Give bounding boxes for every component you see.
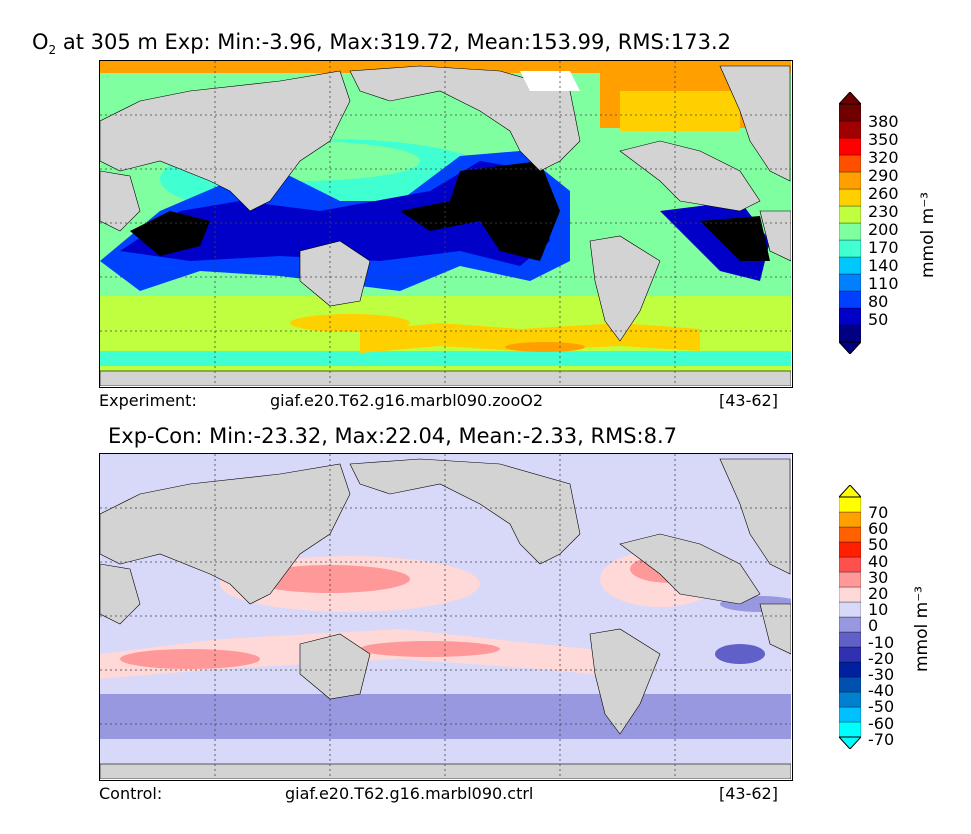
top-colorbar-color-cell xyxy=(839,103,861,122)
bottom-tick: 50 xyxy=(868,535,889,555)
top-colorbar-color-cell xyxy=(839,188,861,207)
bottom-tick: 60 xyxy=(868,519,889,539)
top-footer-center: giaf.e20.T62.g16.marbl090.zooO2 xyxy=(270,391,544,410)
bottom-colorbar-color-cell xyxy=(839,691,861,708)
bottom-tick: -40 xyxy=(868,681,895,701)
bottom-colorbar-color-cell xyxy=(839,601,861,618)
bottom-tick: 70 xyxy=(868,503,889,522)
bottom-tick: -70 xyxy=(868,729,895,749)
bottom-tick: 10 xyxy=(868,600,889,620)
title-subscript: 2 xyxy=(48,43,57,58)
bottom-colorbar-color-cell xyxy=(839,646,861,663)
bottom-colorbar-color-cell xyxy=(839,631,861,648)
top-tick: 110 xyxy=(868,274,899,293)
bottom-panel-title: Exp-Con: Min:-23.32, Max:22.04, Mean:-2.… xyxy=(108,424,678,448)
top-tick: 50 xyxy=(868,310,889,329)
top-colorbar-color-cell xyxy=(839,137,861,156)
bottom-footer-right: [43-62] xyxy=(719,784,778,803)
bottom-colorbar-color-cell xyxy=(839,511,861,528)
bottom-colorbar-max-arrow xyxy=(839,485,861,498)
bottom-tick: -30 xyxy=(868,665,895,685)
bottom-colorbar-min-arrow xyxy=(839,736,861,749)
top-tick: 350 xyxy=(868,130,899,149)
title-o-symbol: O xyxy=(32,30,49,54)
bottom-colorbar-color-cell xyxy=(839,526,861,543)
top-tick: 200 xyxy=(868,220,899,239)
bottom-colorbar-color-cell xyxy=(839,496,861,513)
bottom-colorbar-ticks: 70 60 50 40 30 20 10 0 -10 -20 -30 -40 -… xyxy=(868,503,895,749)
bottom-tick: 20 xyxy=(868,584,889,604)
top-colorbar-color-cell xyxy=(839,324,861,343)
bottom-tick: -10 xyxy=(868,632,895,652)
top-tick: 140 xyxy=(868,256,899,275)
bottom-colorbar-color-cell xyxy=(839,661,861,678)
bottom-colorbar-color-cell xyxy=(839,571,861,588)
bottom-tick: 30 xyxy=(868,567,889,587)
top-tick: 320 xyxy=(868,148,899,167)
bottom-colorbar-color-cell xyxy=(839,676,861,693)
bottom-tick: -20 xyxy=(868,648,895,668)
top-tick: 230 xyxy=(868,202,899,221)
top-tick: 380 xyxy=(868,112,899,131)
title-stats: at 305 m Exp: Min:-3.96, Max:319.72, Mea… xyxy=(56,30,731,54)
bottom-tick: 40 xyxy=(868,551,889,571)
top-colorbar-color-cell xyxy=(839,154,861,173)
top-colorbar-color-cell xyxy=(839,256,861,275)
top-colorbar-min-arrow xyxy=(839,341,861,354)
top-footer-left: Experiment: xyxy=(99,391,197,410)
bottom-colorbar-color-cell xyxy=(839,706,861,723)
bottom-colorbar-color-cell xyxy=(839,541,861,558)
bottom-colorbar-color-cell xyxy=(839,586,861,603)
top-colorbar-ticks: 380 350 320 290 260 230 200 170 140 110 … xyxy=(868,113,899,329)
top-tick: 290 xyxy=(868,166,899,185)
top-colorbar-color-cell xyxy=(839,205,861,224)
bottom-map-plot xyxy=(99,453,793,781)
top-colorbar-color-cell xyxy=(839,307,861,326)
top-colorbar xyxy=(839,92,861,354)
top-colorbar-color-cell xyxy=(839,120,861,139)
bottom-colorbar-unit: mmol m⁻³ xyxy=(912,586,932,672)
bottom-colorbar xyxy=(839,485,861,749)
top-panel-title: O2 at 305 m Exp: Min:-3.96, Max:319.72, … xyxy=(32,30,731,57)
bottom-footer-left: Control: xyxy=(99,784,163,803)
top-map-plot xyxy=(99,60,793,388)
top-colorbar-max-arrow xyxy=(839,92,861,105)
top-colorbar-unit: mmol m⁻³ xyxy=(918,192,938,278)
top-colorbar-color-cell xyxy=(839,273,861,292)
top-colorbar-color-cell xyxy=(839,171,861,190)
top-tick: 260 xyxy=(868,184,899,203)
bottom-tick: -60 xyxy=(868,713,895,733)
top-tick: 80 xyxy=(868,292,889,311)
top-footer-right: [43-62] xyxy=(719,391,778,410)
top-colorbar-color-cell xyxy=(839,222,861,241)
bottom-tick: 0 xyxy=(868,616,879,636)
bottom-tick: -50 xyxy=(868,697,895,717)
top-colorbar-color-cell xyxy=(839,239,861,258)
bottom-footer-center: giaf.e20.T62.g16.marbl090.ctrl xyxy=(285,784,534,803)
top-colorbar-color-cell xyxy=(839,290,861,309)
bottom-colorbar-color-cell xyxy=(839,721,861,738)
bottom-colorbar-color-cell xyxy=(839,556,861,573)
top-tick: 170 xyxy=(868,238,899,257)
bottom-colorbar-color-cell xyxy=(839,616,861,633)
